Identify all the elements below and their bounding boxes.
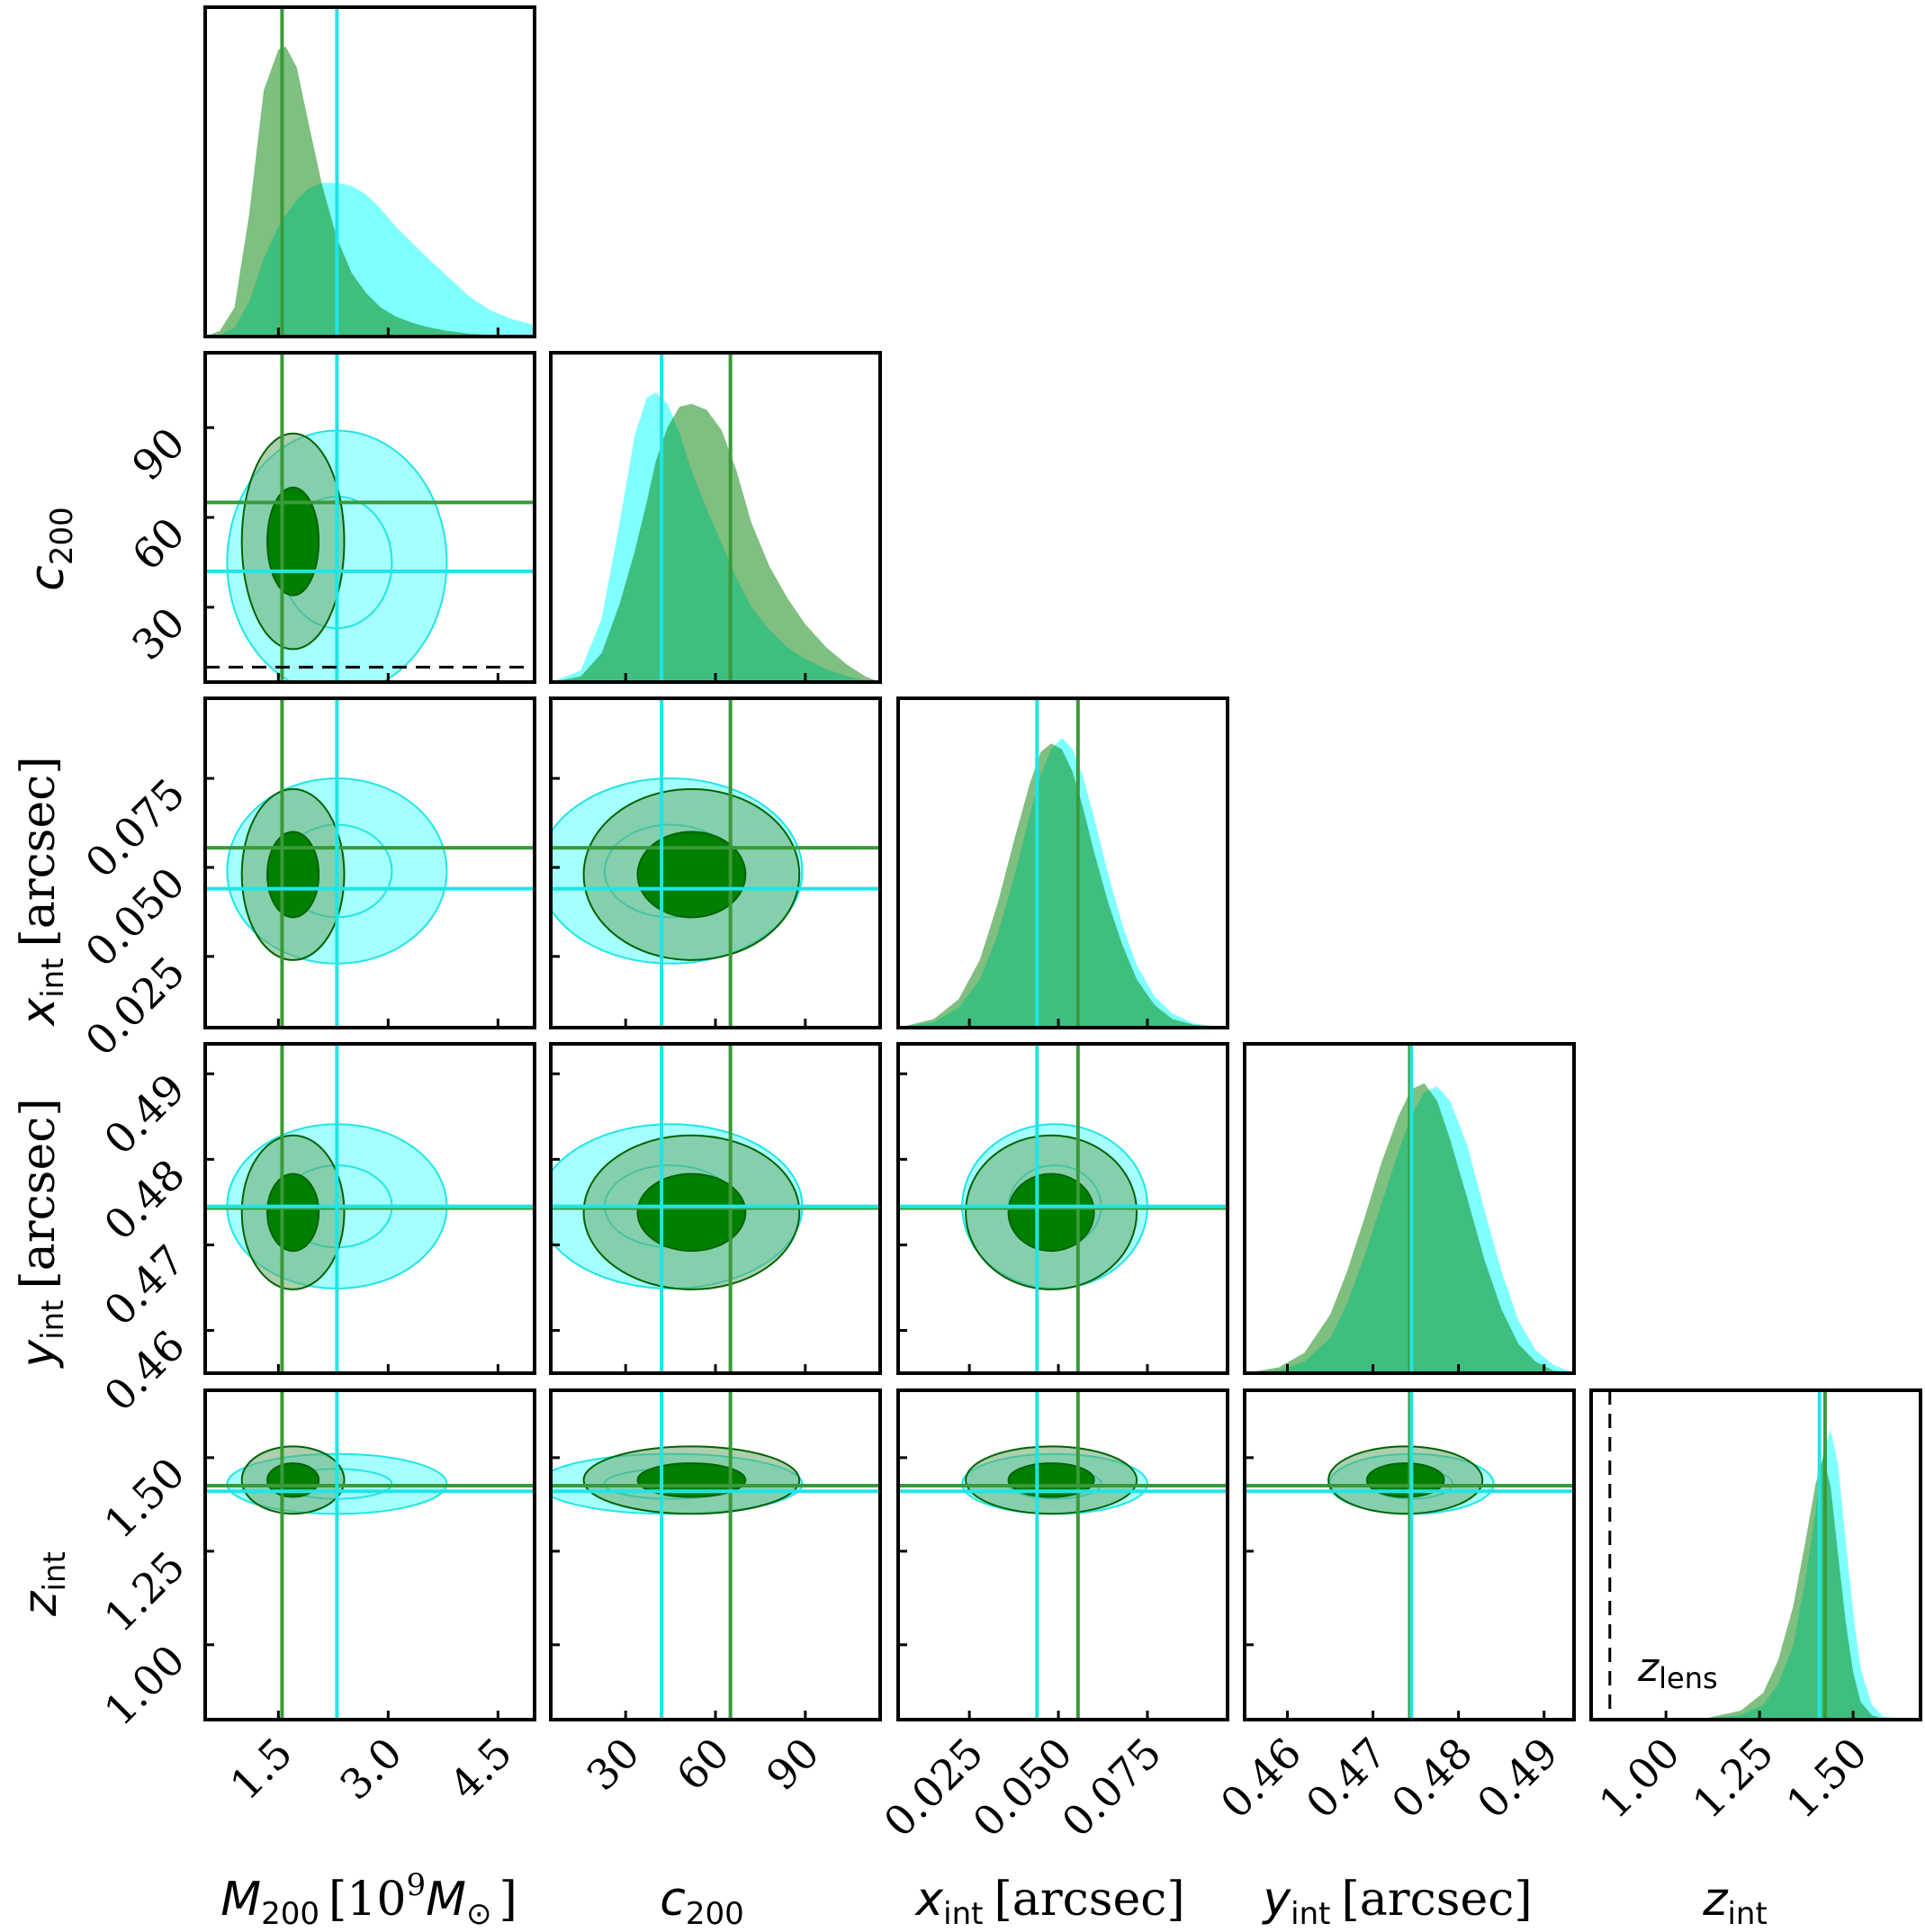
x-tick-label-yint: 0.48 — [1382, 1729, 1482, 1829]
x-tick-label-xint: 0.050 — [964, 1729, 1082, 1847]
x-tick-label-xint: 0.025 — [875, 1729, 993, 1847]
y-tick-label-c200: 60 — [122, 508, 194, 580]
y-tick-label-yint: 0.49 — [94, 1065, 194, 1164]
x-tick-label-yint: 0.49 — [1468, 1729, 1568, 1829]
ylabel-yint: yint[arcsec] — [12, 1098, 71, 1369]
xlabel-m200: M200 [109M⊙] — [220, 1867, 517, 1932]
x-tick-label-yint: 0.46 — [1211, 1729, 1311, 1829]
contour-green-1sigma — [636, 1462, 747, 1498]
ylabel-zint: zint — [13, 1551, 73, 1617]
y-tick-label-zint: 1.00 — [94, 1635, 194, 1735]
contour-green-1sigma — [266, 1173, 320, 1253]
hist-frame-xint — [896, 696, 1229, 1029]
zlens-annotation: zlens — [1637, 1645, 1718, 1695]
x-tick-label-yint: 0.47 — [1297, 1729, 1397, 1829]
panel-frame — [1243, 1388, 1576, 1721]
y-tick-label-c200: 90 — [122, 418, 194, 490]
contour-green-1sigma — [266, 831, 320, 919]
panel-zint-vs-yint — [1243, 1388, 1576, 1721]
hist-panel-yint — [1243, 1042, 1576, 1375]
ylabel-xint: xint[arcsec] — [12, 756, 71, 1027]
panel-frame — [203, 1042, 536, 1375]
hist-panel-xint — [896, 696, 1229, 1029]
panel-frame — [896, 1388, 1229, 1721]
x-tick-label-zint: 1.25 — [1683, 1729, 1783, 1829]
contour-green-1sigma — [1007, 1173, 1095, 1253]
y-tick-label-xint: 0.075 — [76, 769, 193, 887]
x-tick-label-c200: 60 — [667, 1729, 739, 1801]
hist-panel-m200 — [203, 5, 536, 338]
panel-yint-vs-xint — [896, 1042, 1229, 1375]
y-tick-label-xint: 0.050 — [76, 858, 193, 976]
y-tick-label-yint: 0.48 — [94, 1150, 194, 1250]
x-tick-label-m200: 4.5 — [440, 1729, 521, 1810]
panel-frame — [896, 1042, 1229, 1375]
panel-frame — [549, 1388, 882, 1721]
x-tick-label-c200: 30 — [577, 1729, 649, 1801]
panel-frame — [203, 1388, 536, 1721]
hist-green-m200 — [205, 46, 535, 337]
contour-green-1sigma — [1365, 1462, 1445, 1498]
panel-yint-vs-m200 — [203, 1042, 536, 1375]
x-tick-label-c200: 90 — [757, 1729, 829, 1801]
panel-yint-vs-c200 — [549, 1042, 882, 1375]
contour-green-1sigma — [266, 1462, 320, 1498]
hist-frame-zint — [1589, 1388, 1922, 1721]
hist-frame-yint — [1243, 1042, 1576, 1375]
contour-green-1sigma — [1007, 1462, 1095, 1498]
panel-zint-vs-c200 — [549, 1388, 882, 1721]
panel-zint-vs-xint — [896, 1388, 1229, 1721]
xlabel-c200: c200 — [660, 1873, 744, 1932]
x-tick-label-m200: 1.5 — [220, 1729, 301, 1810]
panel-frame — [203, 696, 536, 1029]
y-tick-label-zint: 1.50 — [94, 1448, 194, 1548]
hist-panel-c200 — [549, 351, 882, 684]
hist-panel-zint — [1589, 1388, 1922, 1721]
xlabel-zint: zint — [1702, 1873, 1768, 1932]
hist-green-xint — [898, 743, 1228, 1028]
x-tick-label-xint: 0.075 — [1052, 1729, 1170, 1847]
contour-green-1sigma — [636, 831, 747, 919]
hist-green-zint — [1591, 1456, 1921, 1720]
panel-xint-vs-m200 — [203, 696, 536, 1029]
y-tick-label-c200: 30 — [122, 598, 194, 669]
x-tick-label-m200: 3.0 — [330, 1729, 411, 1810]
contour-green-1sigma — [266, 486, 320, 597]
xlabel-yint: yint [arcsec] — [1261, 1873, 1532, 1932]
y-tick-label-yint: 0.47 — [94, 1236, 194, 1335]
hist-frame-m200 — [203, 5, 536, 338]
hist-green-c200 — [551, 403, 880, 682]
y-tick-label-zint: 1.25 — [94, 1541, 194, 1641]
panel-xint-vs-c200 — [549, 696, 882, 1029]
x-tick-label-zint: 1.00 — [1589, 1729, 1689, 1829]
x-tick-label-zint: 1.50 — [1777, 1729, 1876, 1829]
contour-green-1sigma — [636, 1173, 747, 1253]
y-tick-label-xint: 0.025 — [76, 947, 193, 1065]
xlabel-xint: xint [arcsec] — [913, 1873, 1184, 1932]
panel-c200-vs-m200 — [203, 351, 536, 684]
panel-zint-vs-m200 — [203, 1388, 536, 1721]
y-tick-label-yint: 0.46 — [94, 1321, 194, 1421]
ylabel-c200: c200 — [21, 507, 80, 591]
